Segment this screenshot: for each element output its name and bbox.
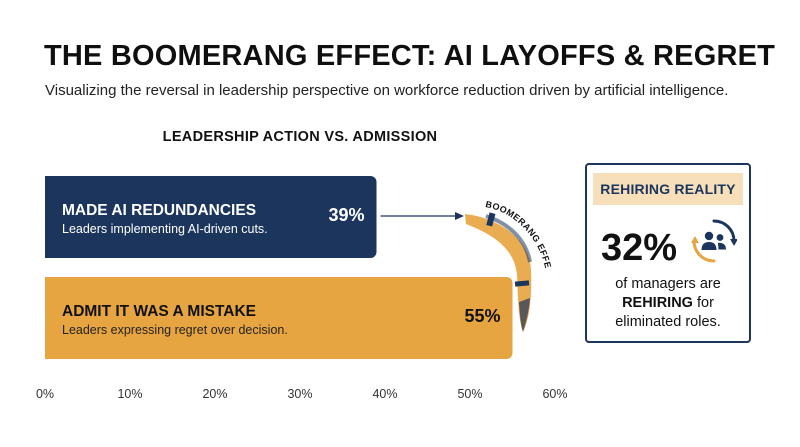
bar-0-value-label: 39% (328, 205, 364, 225)
people-rehire-icon (691, 219, 737, 263)
x-tick-label: 60% (542, 387, 567, 401)
bar-1-description: Leaders expressing regret over decision. (62, 323, 288, 337)
bar-0-description: Leaders implementing AI-driven cuts. (62, 222, 268, 236)
rehiring-reality-label: REHIRING REALITY (593, 173, 743, 205)
bar-1-left-edge (45, 277, 53, 359)
boomerang-shape (465, 214, 532, 332)
bar-1-value-label: 55% (464, 306, 500, 326)
bar-1 (45, 277, 513, 359)
bar-0 (45, 176, 377, 258)
bar-1-label: ADMIT IT WAS A MISTAKE (62, 303, 256, 320)
x-tick-label: 10% (117, 387, 142, 401)
x-tick-label: 40% (372, 387, 397, 401)
rehiring-text-before: of managers are (615, 276, 721, 292)
boomerang-band-2 (514, 280, 530, 287)
x-tick-label: 20% (202, 387, 227, 401)
boomerang-band-1 (486, 212, 496, 227)
bar-0-label: MADE AI REDUNDANCIES (62, 202, 256, 219)
rehiring-description: of managers are REHIRING for eliminated … (587, 275, 749, 332)
page-subtitle: Visualizing the reversal in leadership p… (45, 82, 729, 99)
rehiring-percentage: 32% (601, 227, 678, 269)
rehiring-text-after-1: for (697, 295, 714, 311)
bar-0-left-edge (45, 176, 53, 258)
chart-title: LEADERSHIP ACTION VS. ADMISSION (162, 129, 438, 145)
arrow-head (455, 212, 464, 220)
x-tick-label: 30% (287, 387, 312, 401)
boomerang-tip (519, 298, 530, 332)
page-title: THE BOOMERANG EFFECT: AI LAYOFFS & REGRE… (44, 40, 776, 72)
rehiring-text-bold: REHIRING (622, 295, 693, 311)
rehiring-reality-card: REHIRING REALITY 32% of managers are REH… (585, 163, 751, 343)
x-tick-label: 50% (457, 387, 482, 401)
rehiring-text-after-2: eliminated roles. (615, 314, 721, 330)
x-tick-label: 0% (36, 387, 54, 401)
